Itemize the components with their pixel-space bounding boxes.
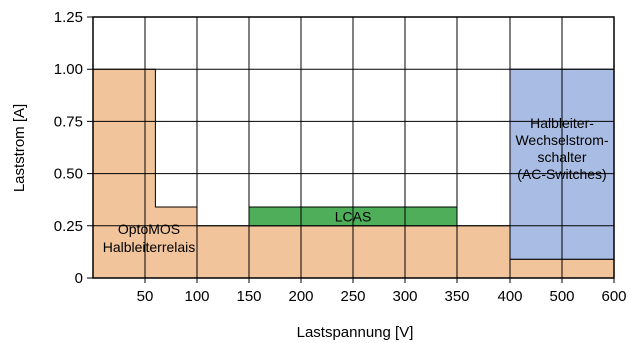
x-tick-label: 100 bbox=[184, 288, 209, 305]
x-tick-label: 400 bbox=[497, 288, 522, 305]
x-tick-label: 50 bbox=[137, 288, 154, 305]
label-lcas: LCAS bbox=[335, 208, 372, 224]
y-tick-label: 1.25 bbox=[54, 9, 83, 26]
y-tick-label: 0 bbox=[75, 270, 83, 287]
x-tick-label: 250 bbox=[340, 288, 365, 305]
label-optomos: OptoMOS Halbleiterrelais bbox=[103, 221, 196, 255]
x-axis-label: Lastspannung [V] bbox=[297, 324, 414, 341]
y-axis-label: Laststrom [A] bbox=[11, 104, 28, 192]
x-tick-label: 350 bbox=[444, 288, 469, 305]
y-tick-label: 0.75 bbox=[54, 113, 83, 130]
grid-lines bbox=[87, 16, 615, 283]
y-tick-label: 0.50 bbox=[54, 166, 83, 183]
x-tick-label: 300 bbox=[392, 288, 417, 305]
label-ac: Halbleiter-Wechselstrom-schalter (AC-Swit… bbox=[515, 115, 608, 182]
x-tick-label: 600 bbox=[601, 288, 626, 305]
y-tick-label: 1.00 bbox=[54, 61, 83, 78]
x-tick-label: 150 bbox=[236, 288, 261, 305]
x-tick-label: 200 bbox=[288, 288, 313, 305]
x-tick-label: 500 bbox=[549, 288, 574, 305]
region-labels: OptoMOS Halbleiterrelais LCAS Halbleiter-We… bbox=[103, 115, 609, 255]
tick-labels: 50 100 150 200 250 300 350 400 500 600 0 0.25 0.50 0.… bbox=[54, 9, 627, 305]
plot-frame bbox=[92, 16, 615, 279]
y-tick-label: 0.25 bbox=[54, 218, 83, 235]
